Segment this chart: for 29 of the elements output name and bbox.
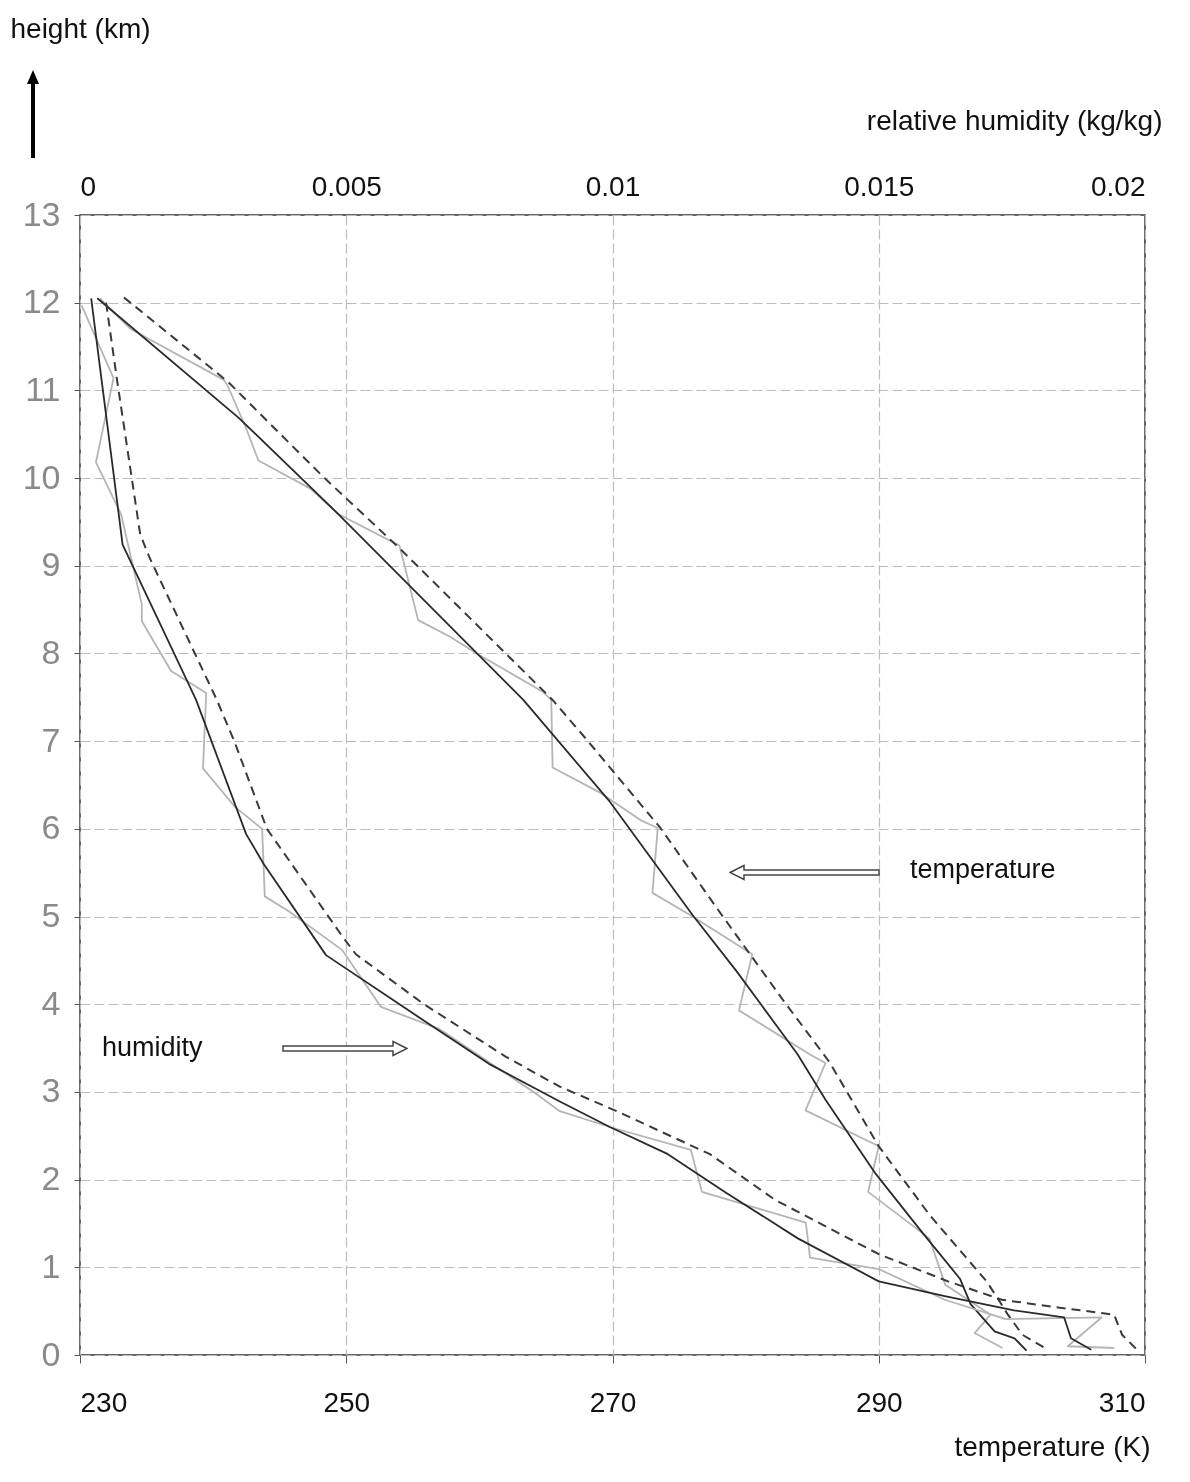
x-tick-label: 250 — [323, 1386, 371, 1418]
x2-axis-title: relative humidity (kg/kg) — [866, 104, 1163, 136]
x2-tick-label: 0 — [80, 170, 97, 202]
y-tick-label: 13 — [22, 194, 61, 233]
y-tick-label: 5 — [41, 896, 61, 935]
x2-tick-label: 0.01 — [585, 170, 641, 202]
y-tick-label: 3 — [41, 1071, 61, 1110]
x2-tick-label: 0.015 — [844, 170, 915, 202]
x-axis-title: temperature (K) — [954, 1430, 1151, 1462]
x-tick-label: 230 — [80, 1386, 128, 1418]
y-tick-label: 9 — [41, 545, 61, 584]
y-tick-label: 11 — [25, 369, 61, 408]
x2-tick-label: 0.005 — [311, 170, 382, 202]
y-tick-label: 4 — [41, 983, 61, 1022]
annotation: temperature — [910, 854, 1056, 884]
y-tick-label: 10 — [22, 457, 61, 496]
y-tick-label: 1 — [41, 1246, 61, 1285]
y-tick-label: 12 — [22, 282, 61, 321]
y-tick-label: 0 — [41, 1334, 61, 1373]
x-tick-label: 310 — [1098, 1386, 1146, 1418]
y-tick-label: 6 — [41, 808, 61, 847]
y-axis-title: height (km) — [10, 12, 151, 44]
x-tick-label: 270 — [589, 1386, 637, 1418]
annotation: humidity — [102, 1032, 204, 1062]
y-tick-label: 8 — [41, 632, 61, 671]
x2-tick-label: 0.02 — [1091, 170, 1146, 202]
x-tick-label: 290 — [855, 1386, 903, 1418]
y-tick-label: 7 — [41, 720, 61, 759]
y-tick-label: 2 — [41, 1159, 61, 1198]
